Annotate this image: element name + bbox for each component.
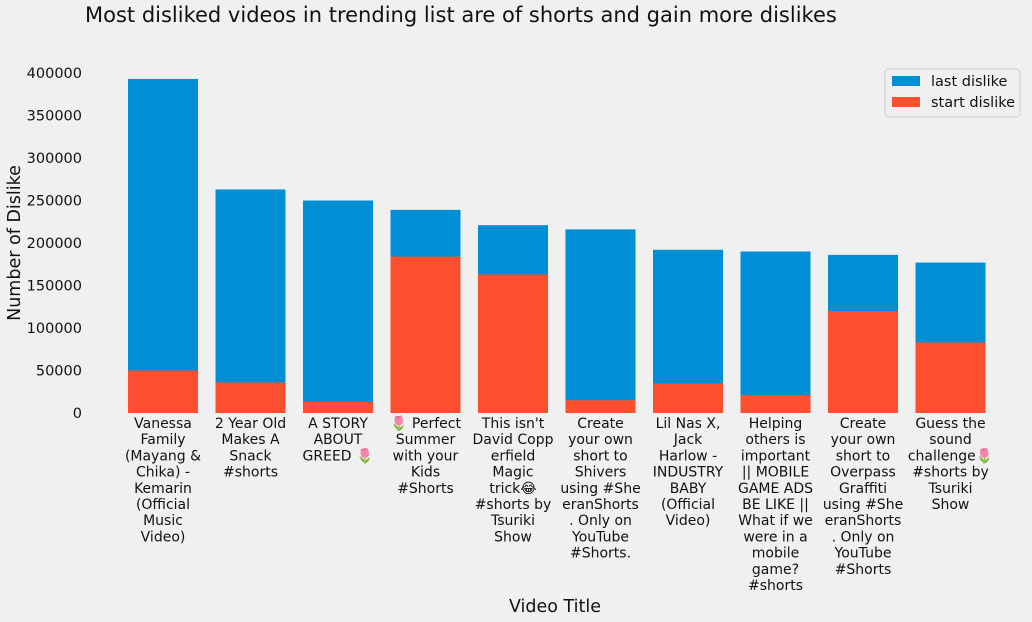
y-tick-label: 50000 [36,364,82,380]
x-category-label: Create your own short to Overpass Graffiti us… [823,416,903,578]
y-tick-label: 300000 [27,151,82,167]
legend: last dislike start dislike [884,68,1021,118]
x-category-label: Lil Nas X, Jack Harlow -INDUSTRY BABY (Offic… [653,416,724,529]
bar-last-dislike-0 [128,78,198,413]
x-category-label: This isn't David Copp erfield Magic trick😂 #s… [473,416,554,545]
bar-start-dislike-9 [915,342,986,413]
x-category-label: Guess the sound challenge🌷 #shorts by Tsurik… [908,416,993,513]
x-category-label: Vanessa Family (Mayang & Chika) -Kemarin (Of… [125,416,201,545]
legend-label: start dislike [931,95,1015,111]
x-category-label: Create your own short to Shivers using #She e… [560,416,640,562]
x-axis-label: Video Title [509,597,601,617]
y-tick-label: 150000 [27,279,82,295]
bar-start-dislike-6 [653,383,723,413]
x-category-label: 2 Year Old Makes A Snack #shorts [215,416,286,481]
bar-start-dislike-0 [128,370,198,413]
y-axis-ticks: 0 50000 100000 150000 200000 250000 300000 3500… [27,66,82,422]
y-tick-label: 0 [73,406,82,422]
x-category-label: Helping others is important || MOBILE GAME A… [738,416,813,594]
bar-start-dislike-5 [565,400,636,413]
bars-layer [128,78,986,413]
y-tick-label: 200000 [27,236,82,252]
legend-swatch [892,97,920,107]
y-tick-label: 100000 [27,321,82,337]
bar-start-dislike-2 [303,401,373,413]
bar-last-dislike-2 [303,200,373,413]
bar-start-dislike-1 [215,382,286,413]
x-category-label: 🌷 Perfect Summer with your Kids #Shorts [390,415,461,497]
bar-last-dislike-1 [215,189,286,413]
x-category-label: A STORY ABOUT GREED 🌷 [303,416,374,464]
bar-last-dislike-7 [740,251,811,413]
bar-start-dislike-4 [478,274,548,413]
legend-swatch [892,76,920,86]
y-axis-label: Number of Dislike [5,165,25,321]
bar-start-dislike-8 [828,311,898,413]
bar-start-dislike-3 [390,256,461,413]
chart-title: Most disliked videos in trending list ar… [85,3,837,27]
y-tick-label: 400000 [27,66,82,82]
legend-label: last dislike [931,74,1007,90]
bar-start-dislike-7 [740,395,811,413]
bar-last-dislike-5 [565,229,636,413]
y-tick-label: 250000 [27,194,82,210]
y-tick-label: 350000 [27,109,82,125]
x-axis-categories: Vanessa Family (Mayang & Chika) -Kemarin (Of… [125,415,993,594]
